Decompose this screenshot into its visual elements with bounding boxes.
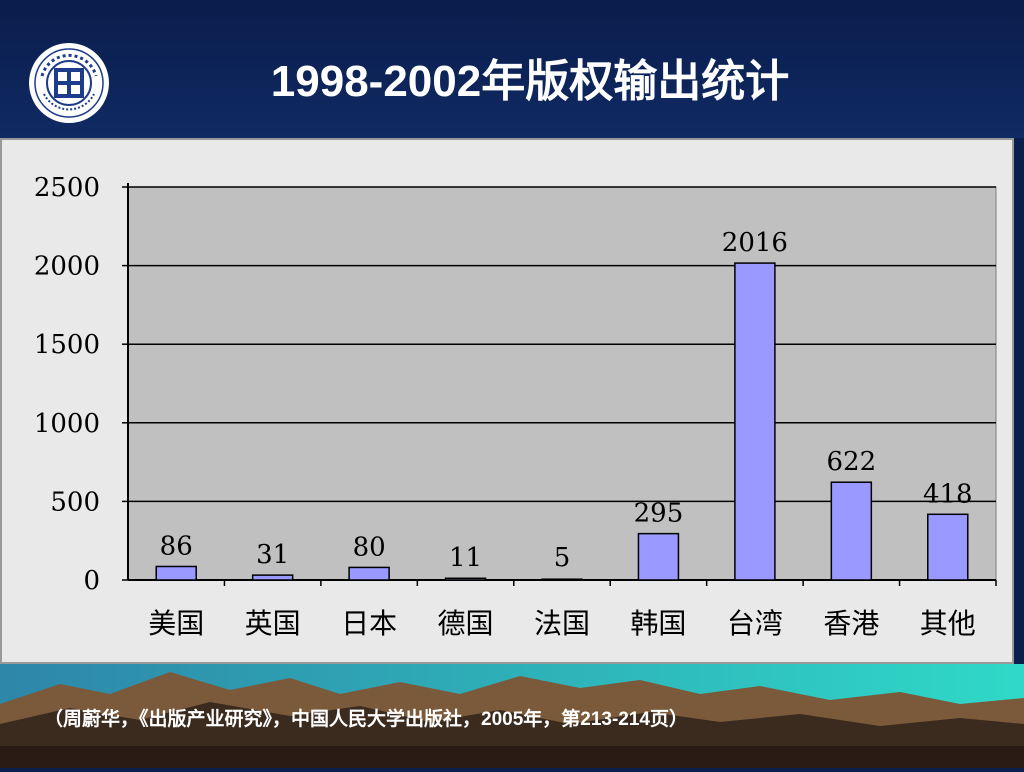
data-label: 86 bbox=[160, 531, 193, 561]
y-tick-label: 0 bbox=[83, 566, 100, 596]
page-title: 1998-2002年版权输出统计 bbox=[270, 57, 790, 106]
bar bbox=[251, 574, 294, 581]
x-tick-label: 德国 bbox=[438, 607, 494, 640]
x-tick-label: 英国 bbox=[245, 607, 301, 640]
bar bbox=[155, 565, 197, 581]
data-label: 31 bbox=[256, 540, 289, 570]
data-label: 5 bbox=[554, 543, 571, 573]
x-tick-label: 台湾 bbox=[727, 607, 783, 640]
university-seal-icon bbox=[29, 43, 109, 123]
bar bbox=[734, 262, 776, 581]
x-tick-label: 法国 bbox=[534, 607, 590, 640]
x-tick-label: 韩国 bbox=[630, 607, 686, 640]
x-tick-label: 日本 bbox=[341, 607, 397, 640]
data-label: 622 bbox=[827, 447, 877, 477]
footer-band bbox=[0, 664, 1024, 768]
y-tick-label: 500 bbox=[50, 487, 100, 517]
x-tick-label: 美国 bbox=[148, 607, 204, 640]
y-tick-label: 2500 bbox=[34, 173, 100, 203]
data-label: 418 bbox=[923, 479, 973, 509]
bar-chart: 0 500 1000 1500 2000 2500 86 美国 31 英国 80 日本 11 德国 5 法国 2… bbox=[34, 173, 997, 640]
y-tick-label: 2000 bbox=[34, 252, 100, 282]
header-band: 1998-2002年版权输出统计 bbox=[0, 0, 1024, 138]
bar bbox=[830, 481, 873, 581]
bar bbox=[444, 577, 487, 581]
y-tick-label: 1000 bbox=[34, 409, 100, 439]
data-label: 2016 bbox=[722, 228, 788, 258]
x-tick-label: 香港 bbox=[823, 607, 879, 640]
bar bbox=[348, 566, 390, 581]
bar bbox=[927, 513, 969, 581]
source-caption: （周蔚华，《出版产业研究》，中国人民大学出版社，2005年，第213-214页） bbox=[44, 709, 688, 730]
data-label: 295 bbox=[634, 499, 684, 529]
data-label: 11 bbox=[449, 543, 482, 573]
bar bbox=[541, 578, 583, 581]
mountain-background bbox=[0, 664, 1024, 768]
chart-panel: 0 500 1000 1500 2000 2500 86 美国 31 英国 80 日本 11 德国 5 法国 2… bbox=[0, 138, 1014, 664]
x-tick-label: 其他 bbox=[920, 607, 976, 640]
data-label: 80 bbox=[353, 532, 386, 562]
bar bbox=[637, 532, 680, 581]
y-tick-label: 1500 bbox=[34, 330, 100, 360]
